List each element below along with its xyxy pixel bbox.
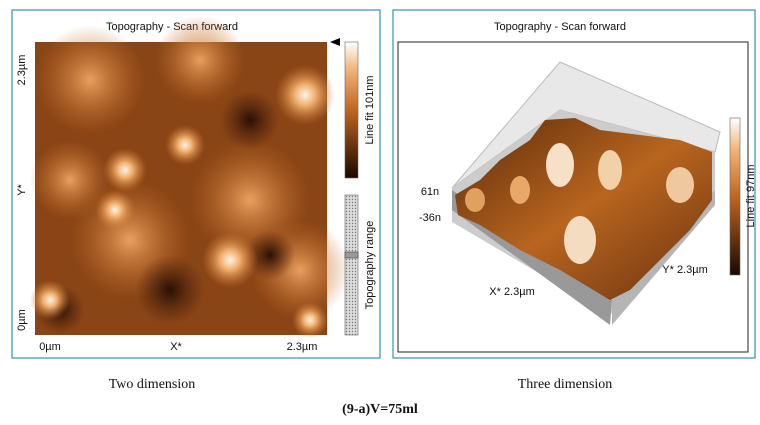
topography-image: [30, 15, 350, 338]
x-axis-name: X*: [170, 341, 182, 353]
colorbar-label: Line fit 97nm: [745, 165, 757, 228]
y-label: Y* 2.3µm: [662, 264, 707, 276]
panel-title: Topography - Scan forward: [494, 21, 626, 33]
x-min-label: 0µm: [39, 341, 61, 353]
x-label: X* 2.3µm: [489, 286, 534, 298]
y-axis-name: Y*: [16, 183, 28, 195]
x-max-label: 2.3µm: [287, 341, 318, 353]
y-max-label: 2.3µm: [16, 55, 28, 86]
z-bottom-label: -36n: [419, 212, 441, 224]
colorbar: [345, 42, 358, 178]
z-top-label: 61n: [421, 186, 439, 198]
marker: [330, 38, 340, 46]
colorbar-label: Line fit 101nm: [364, 75, 376, 144]
range-handle: [345, 252, 358, 258]
range-label: Topography range: [364, 221, 376, 310]
y-min-label: 0µm: [16, 309, 28, 331]
colorbar: [730, 118, 740, 275]
caption: Two dimension: [109, 377, 196, 392]
figure-label: (9-a)V=75ml: [342, 402, 418, 417]
figure: Topography - Scan forward 2.3µm Y* 0µm 0…: [0, 0, 760, 420]
range-bar: [345, 195, 358, 335]
caption: Three dimension: [518, 377, 612, 392]
